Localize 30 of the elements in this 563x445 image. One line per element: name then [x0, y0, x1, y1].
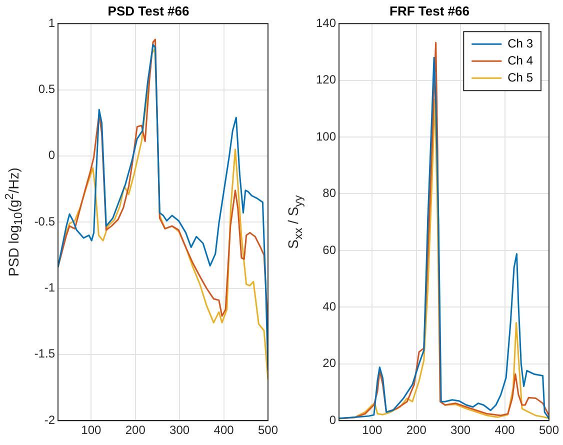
x-tick-label: 400 — [214, 423, 234, 438]
y-tick-label: -1 — [44, 280, 56, 295]
y-tick-label: 140 — [316, 16, 336, 30]
legend-label: Ch 5 — [508, 70, 534, 84]
x-tick-label: 400 — [494, 423, 516, 438]
y-tick-label: 0.5 — [38, 82, 56, 96]
y-tick-label: 120 — [316, 72, 336, 87]
y-tick-label: 60 — [322, 242, 336, 257]
x-tick-label: 500 — [258, 423, 278, 438]
y-tick-label: 20 — [322, 356, 336, 370]
y-tick-label: -2 — [44, 412, 56, 427]
chart-title: FRF Test #66 — [390, 3, 470, 18]
x-tick-label: 500 — [538, 423, 560, 438]
y-tick-label: 40 — [322, 299, 336, 314]
y-tick-label: 100 — [316, 129, 336, 144]
y-tick-label: 1 — [48, 16, 56, 30]
x-tick-label: 100 — [362, 423, 382, 438]
x-tick-label: 300 — [170, 423, 190, 438]
legend-label: Ch 3 — [508, 36, 534, 50]
x-tick-label: 200 — [125, 423, 146, 438]
y-tick-label: 0 — [329, 412, 336, 427]
legend-label: Ch 4 — [508, 53, 534, 68]
x-tick-label: 200 — [406, 423, 427, 438]
y-tick-label: -1.5 — [34, 346, 56, 361]
y-tick-label: -0.5 — [34, 214, 56, 228]
y-tick-label: 0 — [48, 148, 56, 162]
x-tick-label: 100 — [81, 423, 102, 438]
x-tick-label: 300 — [450, 423, 471, 438]
chart-title: PSD Test #66 — [108, 3, 190, 18]
y-tick-label: 80 — [322, 186, 336, 200]
